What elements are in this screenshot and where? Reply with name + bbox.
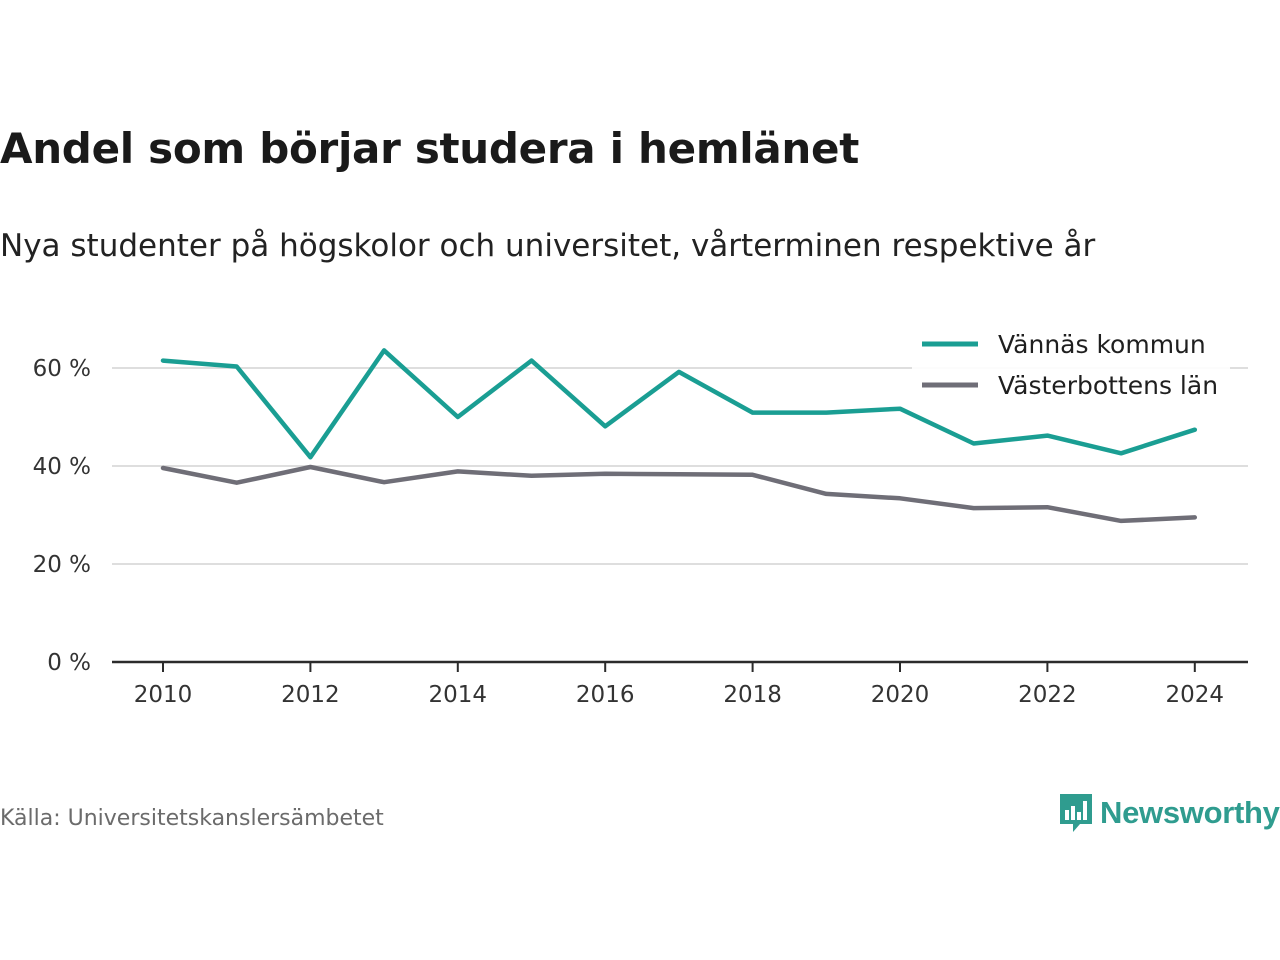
legend: Vännäs kommun Västerbottens län	[912, 324, 1230, 408]
series-lines	[160, 348, 1198, 524]
x-tick-label: 2020	[871, 682, 930, 708]
legend-label: Vännäs kommun	[998, 330, 1206, 359]
legend-label: Västerbottens län	[998, 371, 1218, 400]
newsworthy-logo-icon	[1060, 794, 1092, 832]
y-tick-label: 40 %	[33, 454, 91, 480]
line-chart: 0 % 20 % 40 % 60 % 2010 2012 2014 2016 2018 2020…	[33, 324, 1248, 708]
x-tick-label: 2014	[429, 682, 488, 708]
x-tick-label: 2022	[1018, 682, 1077, 708]
series-line-1	[160, 348, 1198, 460]
legend-background	[912, 324, 1230, 408]
chart-subtitle: Nya studenter på högskolor och universit…	[0, 228, 1096, 264]
chart-title: Andel som börjar studera i hemlänet	[0, 124, 859, 173]
brand-name: Newsworthy	[1100, 795, 1280, 830]
source-note: Källa: Universitetskanslersämbetet	[0, 806, 384, 831]
x-tick-label: 2010	[134, 682, 193, 708]
y-tick-label: 0 %	[47, 650, 91, 676]
x-tick-label: 2016	[576, 682, 635, 708]
brand-logo: Newsworthy	[1058, 790, 1280, 836]
y-tick-label: 60 %	[33, 356, 91, 382]
y-axis-ticks: 0 % 20 % 40 % 60 %	[33, 356, 91, 676]
x-tick-label: 2024	[1166, 682, 1225, 708]
series-line-2	[160, 464, 1198, 524]
x-tick-label: 2012	[281, 682, 340, 708]
x-tick-label: 2018	[723, 682, 782, 708]
y-tick-label: 20 %	[33, 552, 91, 578]
x-axis-ticks: 2010 2012 2014 2016 2018 2020 2022 2024	[134, 662, 1224, 708]
